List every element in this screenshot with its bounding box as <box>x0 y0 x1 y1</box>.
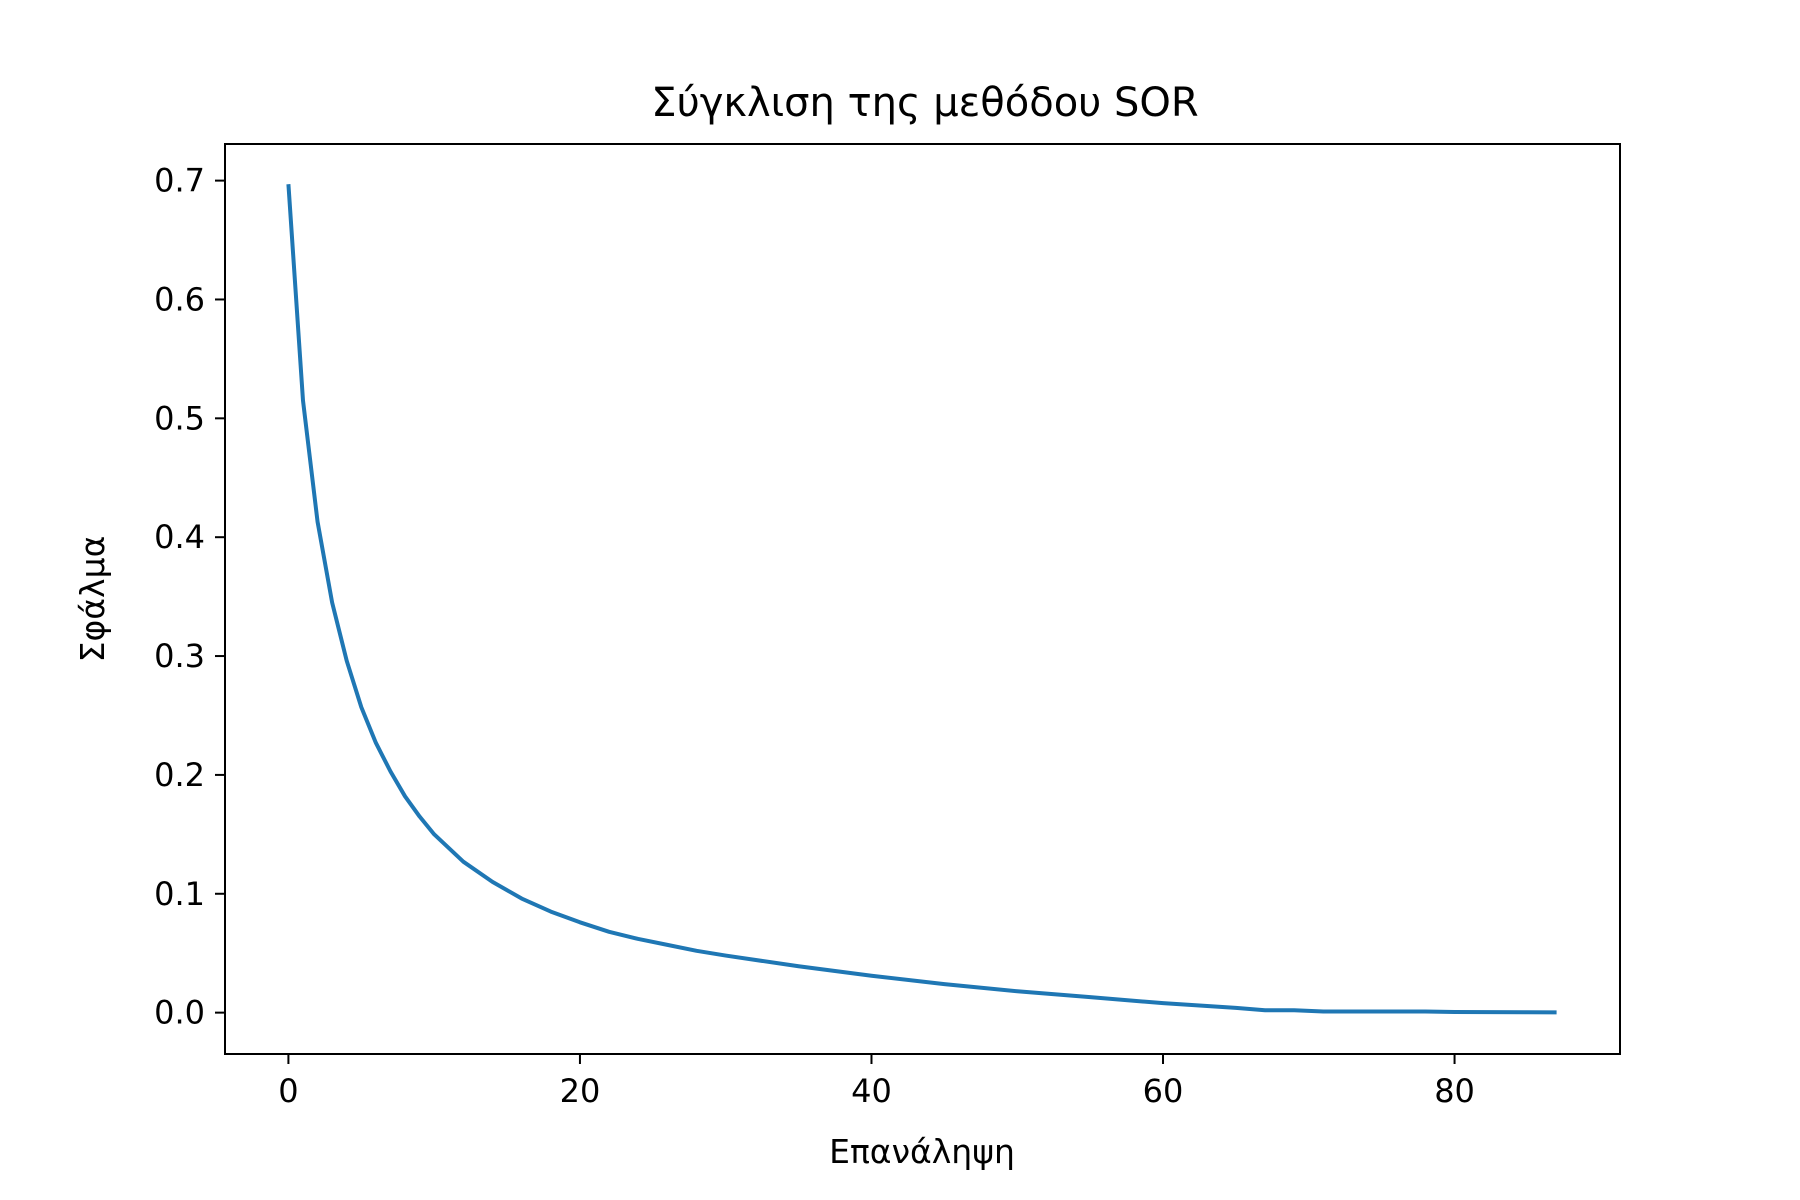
x-axis: 0 20 40 60 80 <box>278 1054 1475 1110</box>
chart-title: Σύγκλιση της μεθόδου SOR <box>651 80 1198 126</box>
y-axis-label: Σφάλμα <box>73 536 112 663</box>
x-tick-label: 20 <box>560 1072 601 1110</box>
y-tick-label: 0.7 <box>154 162 205 200</box>
x-tick-label: 0 <box>278 1072 298 1110</box>
x-tick-label: 60 <box>1143 1072 1184 1110</box>
plot-area <box>286 184 1557 1015</box>
y-tick-label: 0.5 <box>154 399 205 437</box>
y-tick-label: 0.6 <box>154 280 205 318</box>
y-tick-label: 0.4 <box>154 518 205 556</box>
series-line-0 <box>286 184 1557 1015</box>
y-tick-label: 0.2 <box>154 756 205 794</box>
y-tick-label: 0.0 <box>154 994 205 1032</box>
y-axis: 0.0 0.1 0.2 0.3 0.4 0.5 0.6 0.7 <box>154 162 225 1032</box>
x-tick-label: 40 <box>851 1072 892 1110</box>
x-axis-label: Επανάληψη <box>829 1132 1015 1171</box>
y-tick-label: 0.1 <box>154 875 205 913</box>
y-tick-label: 0.3 <box>154 637 205 675</box>
axes-frame <box>224 143 1621 1055</box>
x-tick-label: 80 <box>1434 1072 1475 1110</box>
